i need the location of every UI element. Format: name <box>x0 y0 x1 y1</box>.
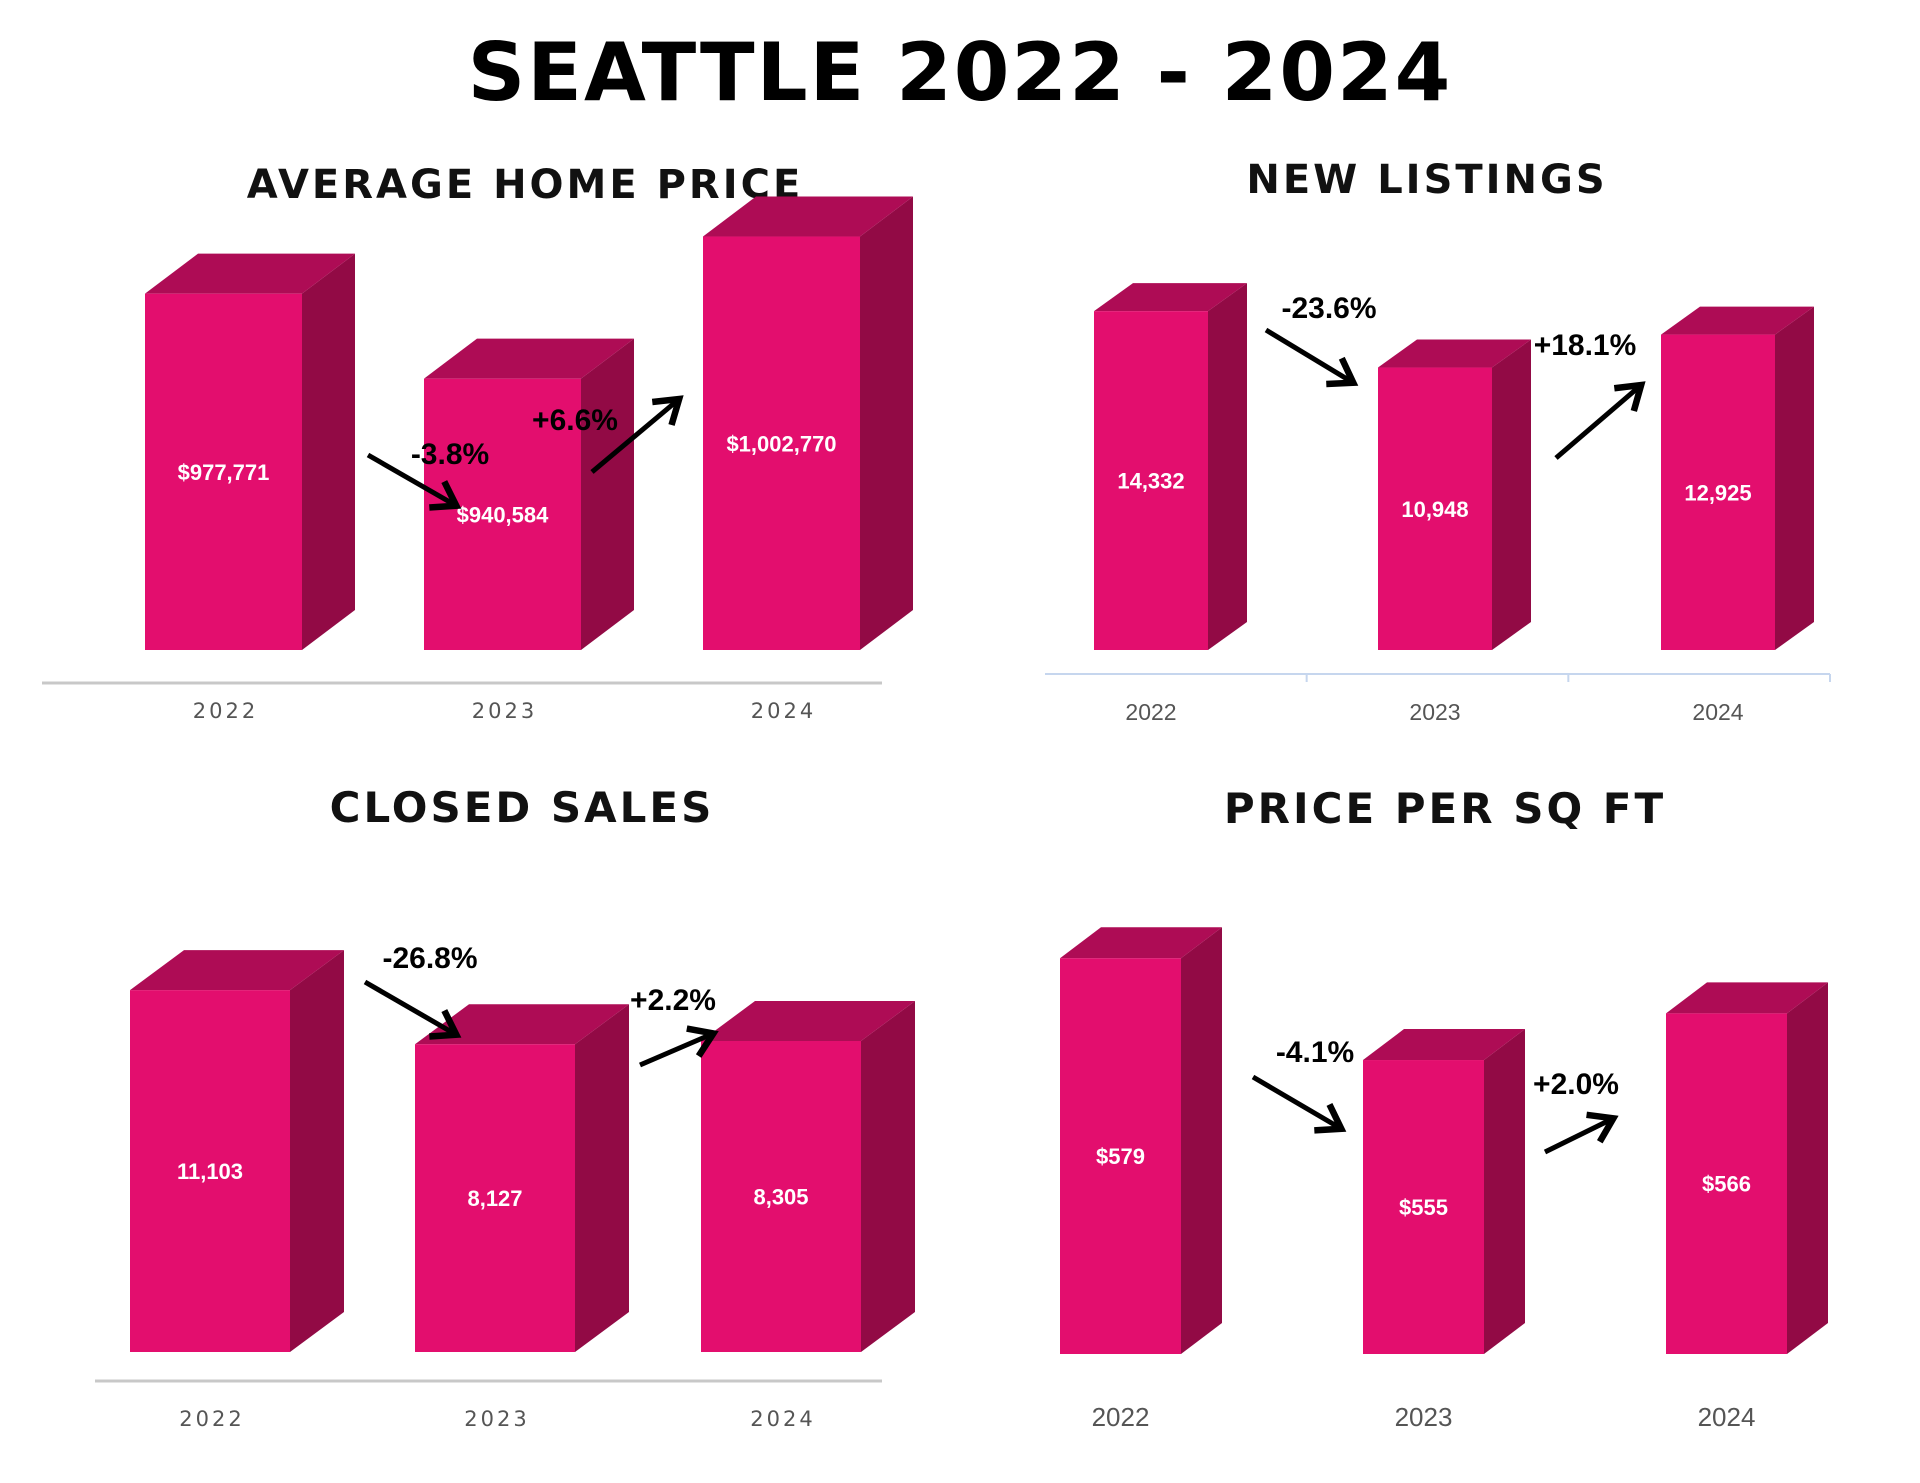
bar-front <box>415 1044 575 1352</box>
bar-front <box>1661 334 1775 650</box>
year-tick-label: 2022 <box>179 1407 244 1431</box>
bar-2022 <box>130 950 344 1352</box>
bar-value-label: 10,948 <box>1401 497 1468 522</box>
bar-front <box>145 293 302 650</box>
change-label: +2.0% <box>1533 1068 1619 1101</box>
change-label: -23.6% <box>1281 292 1376 325</box>
bar-side <box>1787 982 1828 1354</box>
chart-title: NEW LISTINGS <box>1246 157 1607 203</box>
bar-value-label: $555 <box>1399 1195 1448 1220</box>
bar-front <box>1094 311 1208 650</box>
year-tick-label: 2023 <box>472 699 537 723</box>
bar-2023 <box>1363 1029 1525 1354</box>
change-label: +6.6% <box>532 404 618 437</box>
bar-front <box>1363 1060 1484 1354</box>
bar-value-label: 8,127 <box>467 1186 522 1211</box>
year-tick-label: 2024 <box>751 699 816 723</box>
bar-2024 <box>1661 306 1814 650</box>
year-tick-label: 2023 <box>1395 1402 1453 1432</box>
bar-side <box>1484 1029 1525 1354</box>
chart-2: NEW LISTINGS 14,332 2022 10,948 2023 12,925 20… <box>1045 157 1831 725</box>
bar-value-label: 14,332 <box>1117 469 1184 494</box>
bar-2023 <box>415 1004 629 1352</box>
bar-side <box>1181 927 1222 1354</box>
year-tick-label: 2023 <box>1409 699 1460 725</box>
bar-value-label: $977,771 <box>178 460 270 485</box>
bar-front <box>1060 958 1181 1354</box>
bar-side <box>290 950 344 1352</box>
bar-side <box>581 338 634 650</box>
bar-2022 <box>1094 283 1247 650</box>
bar-2022 <box>145 253 355 650</box>
bar-top <box>1060 927 1222 959</box>
chart-1: AVERAGE HOME PRICE $977,771 2022 $940,584 20… <box>42 162 913 723</box>
year-tick-label: 2022 <box>1125 699 1176 725</box>
bar-top <box>1661 306 1814 335</box>
bar-value-label: $940,584 <box>457 502 550 527</box>
chart-3: CLOSED SALES 11,103 2022 8,127 2023 8,305 2024… <box>95 783 915 1431</box>
bar-side <box>1775 306 1814 650</box>
bar-top <box>1094 283 1247 312</box>
bar-side <box>1492 339 1531 650</box>
down-arrow-icon <box>363 979 462 1040</box>
year-tick-label: 2024 <box>1692 699 1743 725</box>
change-label: -4.1% <box>1276 1036 1354 1069</box>
bar-top <box>130 950 344 991</box>
chart-title: AVERAGE HOME PRICE <box>247 162 804 208</box>
bar-front <box>130 990 290 1352</box>
up-arrow-icon <box>1543 1111 1619 1155</box>
bar-value-label: $566 <box>1702 1172 1751 1197</box>
change-label: -26.8% <box>382 942 477 975</box>
down-arrow-icon <box>1251 1074 1347 1134</box>
bar-side <box>860 196 913 651</box>
bar-value-label: 11,103 <box>177 1159 243 1184</box>
down-arrow-icon <box>1264 327 1359 388</box>
chart-title: CLOSED SALES <box>330 783 715 832</box>
main-title: SEATTLE 2022 - 2024 <box>467 26 1453 119</box>
bar-top <box>1363 1029 1525 1061</box>
bar-side <box>1208 283 1247 650</box>
bar-top <box>1666 982 1828 1014</box>
bar-value-label: 8,305 <box>753 1185 808 1210</box>
bar-value-label: 12,925 <box>1684 480 1751 505</box>
chart-title: PRICE PER SQ FT <box>1224 784 1666 833</box>
bar-side <box>575 1004 629 1352</box>
bar-top <box>415 1004 629 1045</box>
change-label: -3.8% <box>411 438 489 471</box>
bar-2022 <box>1060 927 1222 1354</box>
chart-4: PRICE PER SQ FT $579 2022 $555 2023 $566 2024 -… <box>1060 784 1828 1432</box>
bar-2024 <box>1666 982 1828 1354</box>
year-tick-label: 2024 <box>750 1407 815 1431</box>
year-tick-label: 2023 <box>464 1407 529 1431</box>
bar-side <box>861 1001 915 1352</box>
bar-2024 <box>701 1001 915 1352</box>
bar-value-label: $1,002,770 <box>726 431 836 456</box>
year-tick-label: 2024 <box>1698 1402 1756 1432</box>
down-arrow-icon <box>366 452 462 511</box>
bar-side <box>302 253 355 650</box>
bar-top <box>145 253 355 294</box>
change-label: +2.2% <box>630 984 716 1017</box>
up-arrow-icon <box>639 1025 719 1068</box>
bar-2023 <box>424 338 634 650</box>
bar-front <box>701 1041 861 1352</box>
bar-front <box>1378 367 1492 650</box>
bar-top <box>701 1001 915 1041</box>
bar-front <box>424 378 581 650</box>
bar-2023 <box>1378 339 1531 650</box>
year-tick-label: 2022 <box>1092 1402 1150 1432</box>
bar-2024 <box>703 196 913 651</box>
change-label: +18.1% <box>1534 329 1637 362</box>
bar-top <box>703 196 913 237</box>
bar-front <box>703 236 860 651</box>
up-arrow-icon <box>590 395 684 474</box>
bar-top <box>424 338 634 379</box>
bar-value-label: $579 <box>1096 1144 1145 1169</box>
year-tick-label: 2022 <box>193 699 258 723</box>
bar-front <box>1666 1013 1787 1354</box>
up-arrow-icon <box>1554 381 1646 460</box>
bar-top <box>1378 339 1531 368</box>
